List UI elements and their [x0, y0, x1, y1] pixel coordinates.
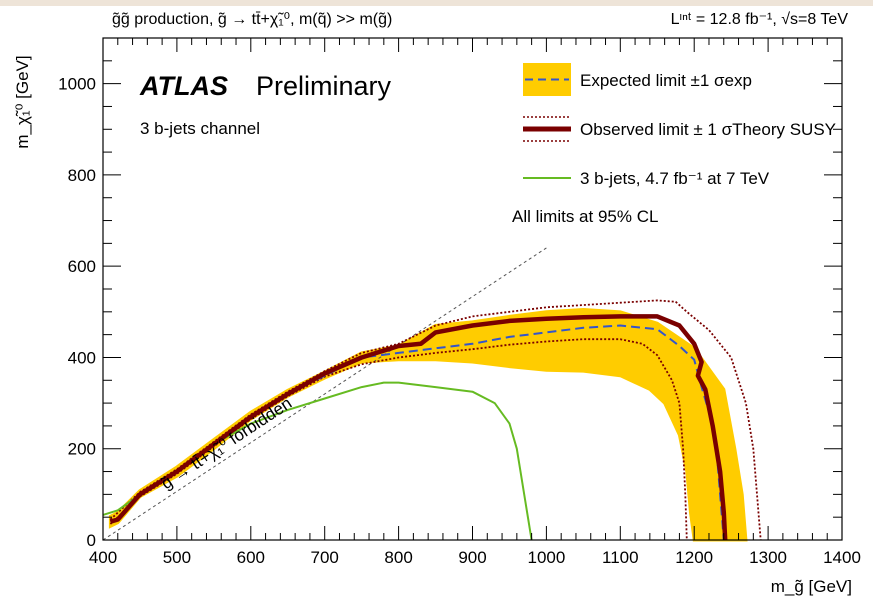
old-7tev-curve — [102, 381, 533, 541]
channel-label: 3 b-jets channel — [140, 119, 260, 138]
y-tick-label: 0 — [87, 531, 96, 550]
x-tick-label: 800 — [384, 548, 412, 567]
header-right: Lᶦⁿᵗ = 12.8 fb⁻¹, √s=8 TeV — [671, 11, 849, 28]
legend-expected-label: Expected limit ±1 σexp — [580, 71, 752, 90]
y-tick-label: 400 — [68, 348, 96, 367]
preliminary-title: Preliminary — [256, 71, 392, 101]
expected-band — [108, 307, 748, 542]
x-tick-label: 700 — [311, 548, 339, 567]
y-tick-label: 800 — [68, 166, 96, 185]
ticks-layer: 400 500 600 700 800 900 1000 1100 1200 1300 1400 0 2… — [58, 37, 861, 567]
x-tick-label: 1200 — [675, 548, 713, 567]
y-tick-label: 1000 — [58, 75, 96, 94]
x-tick-label: 400 — [89, 548, 117, 567]
x-tick-label: 900 — [458, 548, 486, 567]
x-tick-label: 1100 — [602, 548, 639, 567]
x-tick-label: 500 — [163, 548, 191, 567]
x-axis-title: m_g̃ [GeV] — [771, 577, 852, 596]
legend-7tev-label: 3 b-jets, 4.7 fb⁻¹ at 7 TeV — [580, 169, 770, 188]
x-tick-label: 1000 — [527, 548, 565, 567]
y-tick-label: 600 — [68, 257, 96, 276]
curves-layer — [102, 247, 762, 541]
header-left: g̃g̃ production, g̃ → tt̄+χ̃₁⁰, m(q̃) >>… — [112, 11, 392, 28]
y-axis-title: m_χ̃₁⁰ [GeV] — [13, 55, 32, 148]
top-strip — [0, 0, 873, 6]
x-tick-label: 600 — [237, 548, 265, 567]
expected-band-layer — [108, 307, 748, 542]
cl-note: All limits at 95% CL — [512, 207, 658, 226]
forbidden-label: g̃ → tt̄+χ̃₁⁰ forbidden — [158, 393, 296, 493]
legend-observed-label: Observed limit ± 1 σTheory SUSY — [580, 120, 836, 139]
y-tick-label: 200 — [68, 440, 96, 459]
legend: Expected limit ±1 σexp Observed limit ± … — [523, 63, 836, 188]
atlas-title: ATLAS — [139, 71, 228, 101]
observed-curve — [109, 314, 728, 541]
x-tick-label: 1400 — [823, 548, 861, 567]
x-tick-label: 1300 — [749, 548, 787, 567]
kinematic-diagonal — [102, 247, 547, 541]
